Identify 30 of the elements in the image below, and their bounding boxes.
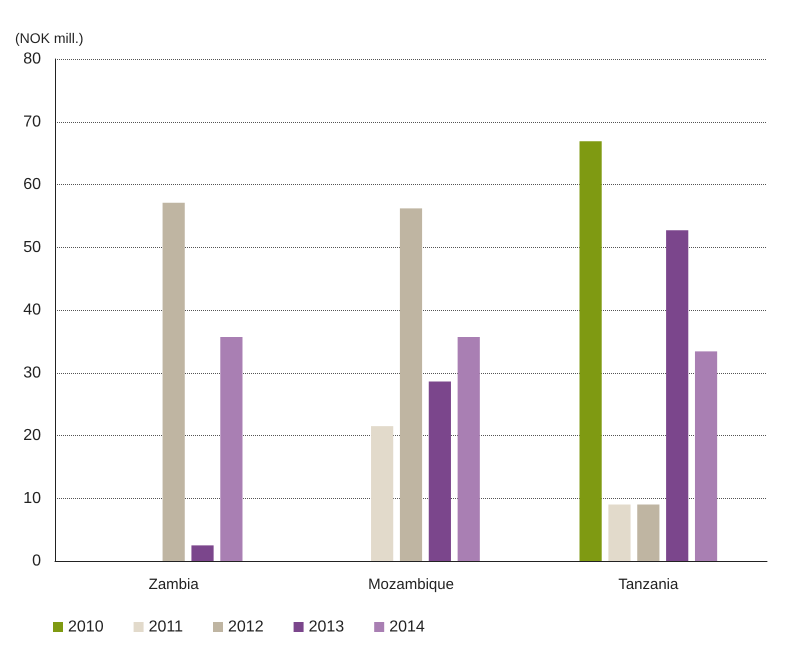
legend-label: 2010 [68, 618, 104, 636]
bar [580, 141, 602, 561]
x-tick-label: Tanzania [618, 576, 680, 593]
y-tick-label: 80 [23, 50, 42, 68]
bar [666, 230, 688, 561]
legend-label: 2012 [228, 618, 264, 636]
bar [371, 426, 394, 561]
bar [458, 336, 480, 561]
x-tick-label: Zambia [148, 576, 200, 593]
y-tick-label: 0 [32, 552, 42, 570]
y-tick-label: 60 [23, 176, 42, 193]
bar [191, 545, 214, 561]
bar [637, 504, 660, 561]
y-tick-label: 30 [23, 364, 42, 382]
legend-label: 2013 [308, 618, 344, 636]
legend-label: 2011 [148, 618, 184, 636]
legend-label: 2014 [389, 618, 425, 636]
y-axis-title: (NOK mill.) [15, 30, 84, 46]
bar [608, 504, 631, 561]
bar [220, 336, 242, 561]
x-tick-label: Mozambique [368, 576, 454, 593]
y-tick-label: 40 [23, 302, 42, 318]
y-tick-label: 20 [23, 427, 42, 444]
y-tick-label: 10 [23, 490, 42, 507]
bar [428, 382, 451, 561]
y-tick-label: 70 [23, 113, 42, 130]
y-tick-label: 50 [23, 238, 42, 256]
bar [162, 202, 185, 561]
bar [400, 208, 422, 561]
bar [694, 351, 718, 561]
